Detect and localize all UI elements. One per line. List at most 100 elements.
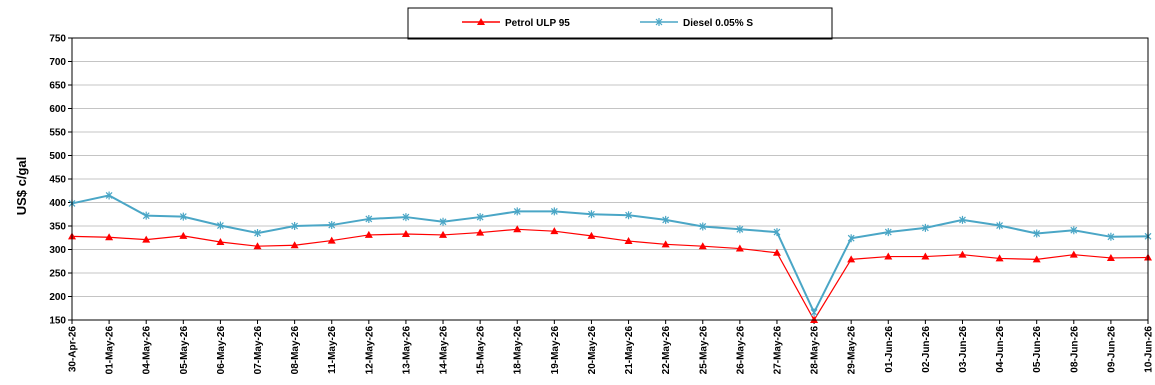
data-point [847,255,856,263]
data-point [179,231,188,239]
x-tick-label: 03-Jun-26 [958,326,969,373]
data-point [216,221,224,230]
series-line [71,228,1149,322]
x-tick-label: 07-May-26 [253,326,264,375]
data-point [995,254,1004,262]
data-point [439,230,448,238]
y-tick-label: 650 [49,81,66,92]
x-tick-label: 09-Jun-26 [1106,326,1117,373]
x-tick-label: 21-May-26 [624,326,635,375]
data-point [476,213,484,222]
data-point [550,227,559,235]
data-point [1069,250,1078,258]
data-point [661,240,670,248]
data-point [884,252,893,260]
legend-label-petrol: Petrol ULP 95 [505,18,570,29]
x-tick-label: 05-May-26 [179,326,190,375]
y-tick-label: 350 [49,222,66,233]
series-layer [68,191,1152,323]
series-diesel [68,191,1152,317]
data-point [699,222,707,231]
data-point [179,212,187,221]
x-tick-label: 28-May-26 [810,326,821,375]
data-point [810,308,818,317]
data-point [142,211,150,220]
data-point [958,250,967,258]
data-point [401,229,410,237]
y-tick-label: 550 [49,128,66,139]
x-tick-label: 18-May-26 [513,326,524,375]
legend-label-diesel: Diesel 0.05% S [683,18,753,29]
data-point [142,235,151,243]
data-point [1033,229,1041,238]
x-tick-label: 01-May-26 [105,326,116,375]
data-point [1070,226,1078,235]
data-point [550,207,558,216]
x-tick-label: 20-May-26 [587,326,598,375]
x-axis-ticks: 30-Apr-26 01-May-26 04-May-26 05-May-26 06-M… [68,320,1155,374]
data-point [253,242,262,250]
data-point [216,237,225,245]
data-point [773,228,781,237]
data-point [1032,255,1041,263]
data-point [625,211,632,220]
data-point [847,234,855,243]
legend-item-diesel: Diesel 0.05% S [640,18,753,29]
y-tick-label: 450 [49,175,66,186]
x-tick-label: 29-May-26 [847,326,858,375]
data-point [402,213,410,222]
data-point [365,214,373,223]
data-point [624,237,633,245]
legend-marker-petrol [477,18,485,25]
legend-marker-diesel [655,18,663,26]
x-tick-label: 08-Jun-26 [1069,326,1080,373]
data-point [587,231,596,239]
y-tick-label: 150 [49,316,66,327]
x-tick-label: 22-May-26 [661,326,672,375]
y-tick-label: 250 [49,269,66,280]
data-point [290,241,299,249]
data-point [476,228,485,236]
legend-box [407,7,833,40]
x-tick-label: 26-May-26 [735,326,746,375]
x-tick-label: 30-Apr-26 [68,326,79,373]
data-point [105,233,114,241]
data-point [959,215,966,224]
legend: Petrol ULP 95 Diesel 0.05% S [407,7,833,40]
data-point [105,191,113,200]
x-tick-label: 04-May-26 [142,326,153,375]
data-point [1106,253,1115,261]
x-tick-label: 27-May-26 [772,326,783,375]
x-tick-label: 19-May-26 [550,326,561,375]
series-petrol [68,225,1152,323]
x-tick-label: 12-May-26 [364,326,375,375]
data-point [698,242,707,250]
y-tick-label: 750 [49,34,66,45]
data-point [328,221,336,230]
y-tick-label: 500 [49,151,66,162]
x-tick-label: 10-Jun-26 [1144,326,1155,373]
x-tick-label: 08-May-26 [290,326,301,375]
plot-area-border [71,37,1149,321]
y-tick-label: 700 [49,57,66,68]
legend-item-petrol: Petrol ULP 95 [462,18,570,29]
x-tick-label: 04-Jun-26 [995,326,1006,373]
gridlines [72,37,1148,321]
data-point [735,244,744,252]
data-point [364,230,373,238]
data-point [921,252,930,260]
data-point [996,221,1004,230]
x-tick-label: 11-May-26 [327,326,338,374]
data-point [439,217,447,226]
data-point [254,229,261,238]
y-axis-label: US$ c/gal [14,157,29,216]
x-tick-label: 25-May-26 [698,326,709,375]
data-point [921,223,929,232]
y-tick-label: 600 [49,104,66,115]
x-tick-label: 15-May-26 [476,326,487,375]
x-tick-label: 02-Jun-26 [921,326,932,373]
data-point [291,222,299,230]
data-point [736,225,744,234]
x-tick-label: 01-Jun-26 [884,326,895,373]
data-point [772,248,781,256]
